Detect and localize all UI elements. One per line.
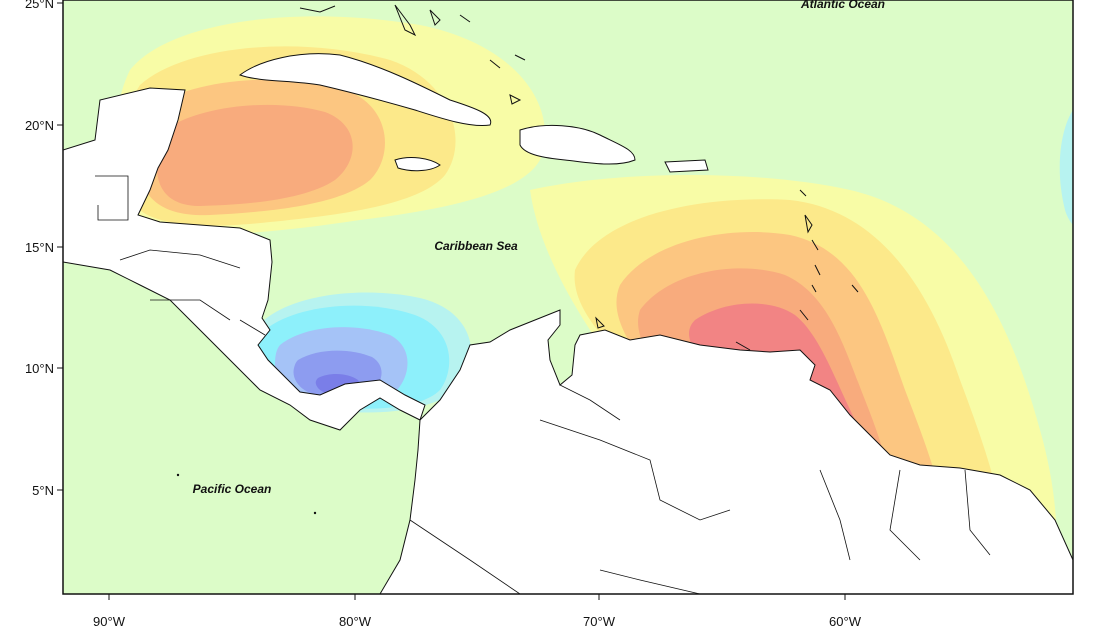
lat-label-5n: 5°N [32, 483, 54, 498]
borders [95, 175, 991, 594]
anomaly-southwest [247, 292, 472, 413]
contour-orange-nw [156, 104, 353, 206]
land-central-america [63, 87, 426, 431]
caribbean-sea-label: Caribbean Sea [434, 239, 518, 253]
pacific-ocean-label: Pacific Ocean [193, 482, 272, 496]
lon-label-80w: 80°W [339, 614, 372, 629]
contour-cyan-east-edge [1059, 110, 1073, 225]
longitude-axis: 90°W 80°W 70°W 60°W [93, 594, 862, 629]
pacific-island [313, 511, 317, 515]
land-puerto-rico [664, 159, 709, 173]
lon-label-70w: 70°W [583, 614, 616, 629]
land-south-america [379, 309, 1073, 594]
map-area [63, 0, 1073, 594]
small-islands [299, 4, 859, 351]
pacific-island [176, 473, 180, 477]
land-jamaica [394, 157, 441, 172]
land-cuba [238, 53, 492, 127]
land-hispaniola [519, 124, 636, 165]
lat-label-20n: 20°N [25, 118, 54, 133]
lat-label-25n: 25°N [25, 0, 54, 11]
lon-label-90w: 90°W [93, 614, 126, 629]
lat-label-10n: 10°N [25, 361, 54, 376]
atlantic-ocean-label: Atlantic Ocean [800, 0, 885, 11]
lat-label-15n: 15°N [25, 240, 54, 255]
latitude-axis: 25°N 20°N 15°N 10°N 5°N [25, 0, 63, 498]
map-frame [62, 0, 1074, 595]
lon-label-60w: 60°W [829, 614, 862, 629]
